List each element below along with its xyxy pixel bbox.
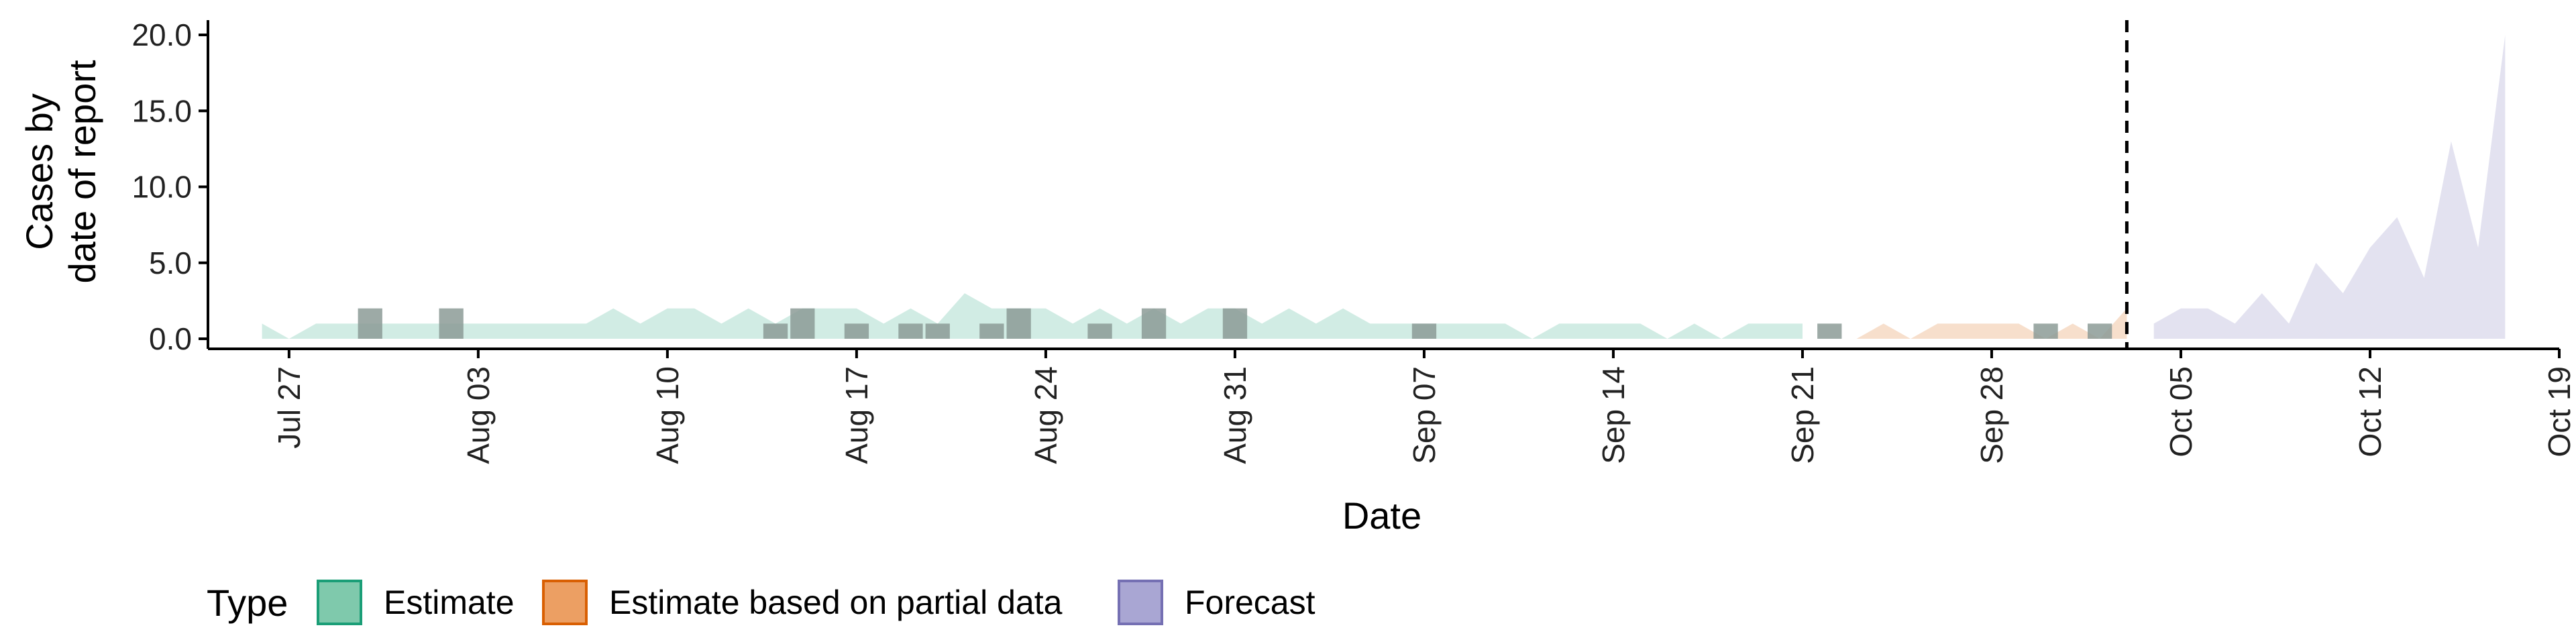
observed-bar [1411,323,1437,339]
ribbon-layer [262,35,2506,339]
x-tick-label: Aug 03 [461,366,496,464]
observed-bar [790,308,815,339]
observed-bar-layer [358,308,2112,339]
legend-title: Type [207,582,288,624]
legend-swatch-forecast [1118,580,1163,625]
y-axis-title-line-1: Cases by [18,93,60,250]
y-tick-label: 10.0 [131,170,192,205]
observed-bar [763,323,788,339]
x-tick-label: Aug 17 [839,366,874,464]
area-forecast [2153,35,2506,339]
observed-bar [1222,308,1248,339]
area-estimate-based-on-partial-data [1856,308,2127,339]
legend-swatch-estimate [317,580,362,625]
y-axis-ticks: 0.0 5.0 10.0 15.0 20.0 [131,17,208,356]
observed-bar [1087,323,1112,339]
legend: Type Estimate Estimate based on partial … [207,580,1316,625]
x-axis-title: Date [1342,494,1421,537]
y-tick-label: 0.0 [149,321,192,356]
legend-swatch-partial [542,580,588,625]
x-tick-label: Aug 24 [1028,366,1063,464]
observed-bar [979,323,1004,339]
x-axis-ticks: Jul 27 Aug 03 Aug 10 Aug 17 Aug 24 Aug 31 Sep … [272,349,2576,464]
x-tick-label: Sep 28 [1974,366,2009,464]
observed-bar [1006,308,1031,339]
area-estimate [262,293,1803,339]
observed-bar [2088,323,2112,339]
y-tick-label: 20.0 [131,17,192,52]
observed-bar [898,323,923,339]
observed-bar [358,308,382,339]
x-tick-label: Oct 12 [2353,366,2387,458]
observed-bar [1141,308,1167,339]
x-tick-label: Jul 27 [272,366,307,449]
x-tick-label: Oct 05 [2163,366,2198,458]
x-tick-label: Sep 07 [1407,366,1442,464]
legend-label-partial: Estimate based on partial data [609,584,1063,621]
x-tick-label: Oct 19 [2542,366,2576,458]
observed-bar [925,323,950,339]
observed-bar [844,323,869,339]
legend-label-forecast: Forecast [1185,584,1316,621]
y-tick-label: 5.0 [149,246,192,280]
legend-label-estimate: Estimate [384,584,515,621]
y-axis-title-line-2: date of report [61,60,103,284]
observed-bar [439,308,464,339]
y-tick-label: 15.0 [131,93,192,128]
x-tick-label: Aug 31 [1218,366,1252,464]
observed-bar [1817,323,1842,339]
x-tick-label: Aug 10 [650,366,685,464]
observed-bar [2033,323,2058,339]
x-tick-label: Sep 21 [1785,366,1820,464]
x-tick-label: Sep 14 [1596,366,1631,464]
